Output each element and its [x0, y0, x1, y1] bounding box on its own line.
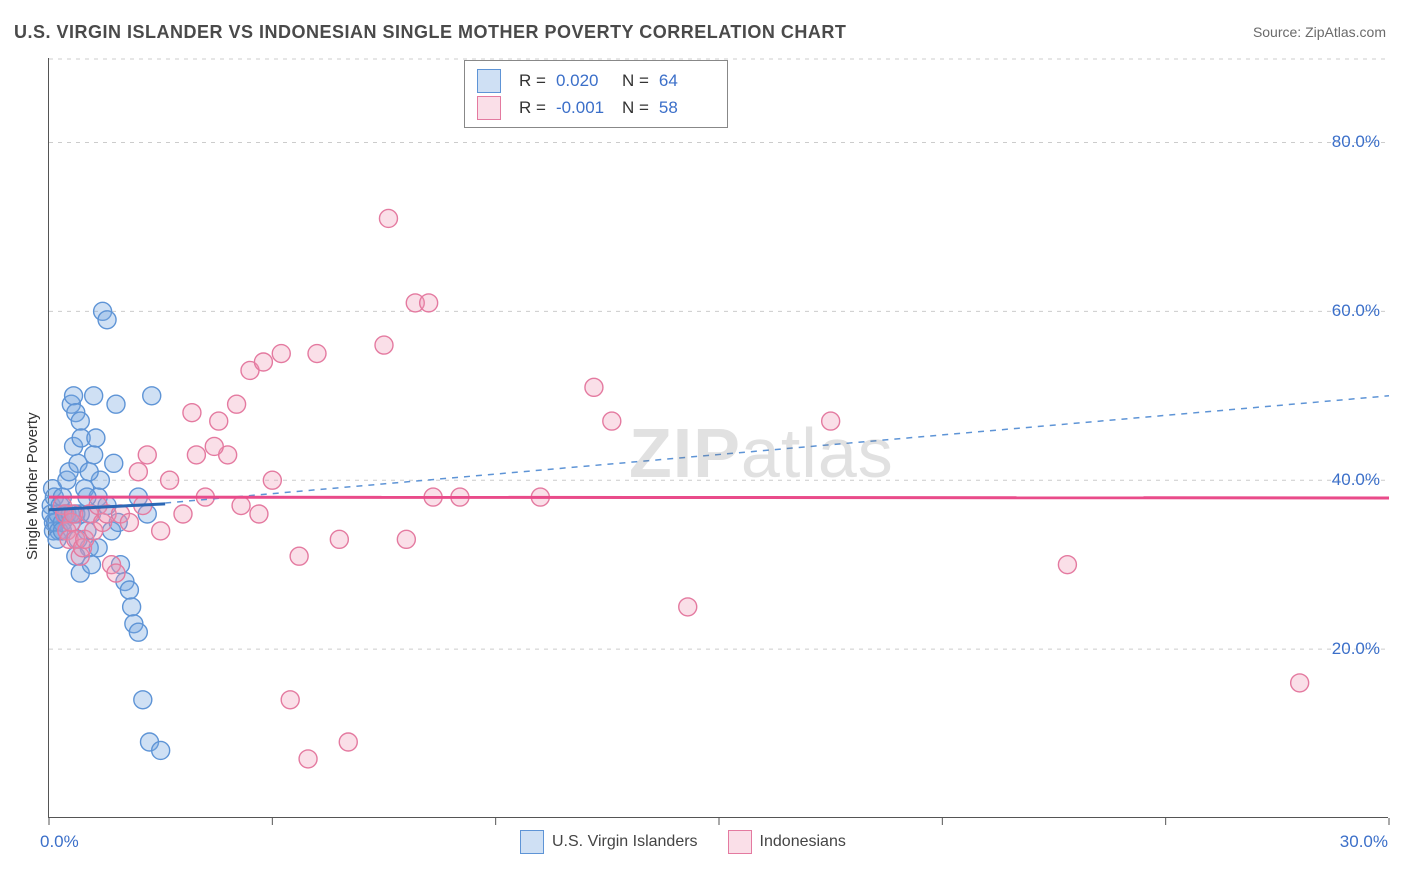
- y-tick-label: 60.0%: [1332, 301, 1380, 321]
- y-tick-label: 20.0%: [1332, 639, 1380, 659]
- plot-area: ZIPatlas R =0.020N =64R =-0.001N =58 20.…: [48, 58, 1388, 818]
- legend-item: U.S. Virgin Islanders: [520, 830, 698, 854]
- y-axis-label: Single Mother Poverty: [24, 412, 41, 560]
- legend-item: Indonesians: [728, 830, 846, 854]
- correlation-stats-box: R = 0.020 N = 64 R = -0.001 N = 58: [464, 60, 728, 128]
- legend-swatch: [728, 830, 752, 854]
- r-value: 0.020: [556, 67, 612, 94]
- r-label: R =: [519, 67, 546, 94]
- chart-title: U.S. VIRGIN ISLANDER VS INDONESIAN SINGL…: [14, 22, 846, 43]
- plot-svg: [49, 58, 1389, 818]
- n-label: N =: [622, 94, 649, 121]
- y-tick-label: 80.0%: [1332, 132, 1380, 152]
- n-value: 58: [659, 94, 715, 121]
- series-swatch: [477, 69, 501, 93]
- x-tick-label-max: 30.0%: [1340, 832, 1388, 852]
- n-label: N =: [622, 67, 649, 94]
- r-label: R =: [519, 94, 546, 121]
- x-tick-label-min: 0.0%: [40, 832, 79, 852]
- legend-label: Indonesians: [760, 833, 846, 850]
- legend-swatch: [520, 830, 544, 854]
- n-value: 64: [659, 67, 715, 94]
- bottom-legend: U.S. Virgin Islanders Indonesians: [520, 830, 846, 854]
- stats-row: R = -0.001 N = 58: [477, 94, 715, 121]
- y-tick-label: 40.0%: [1332, 470, 1380, 490]
- legend-label: U.S. Virgin Islanders: [552, 833, 698, 850]
- stats-row: R = 0.020 N = 64: [477, 67, 715, 94]
- series-swatch: [477, 96, 501, 120]
- r-value: -0.001: [556, 94, 612, 121]
- source-label: Source: ZipAtlas.com: [1253, 24, 1386, 40]
